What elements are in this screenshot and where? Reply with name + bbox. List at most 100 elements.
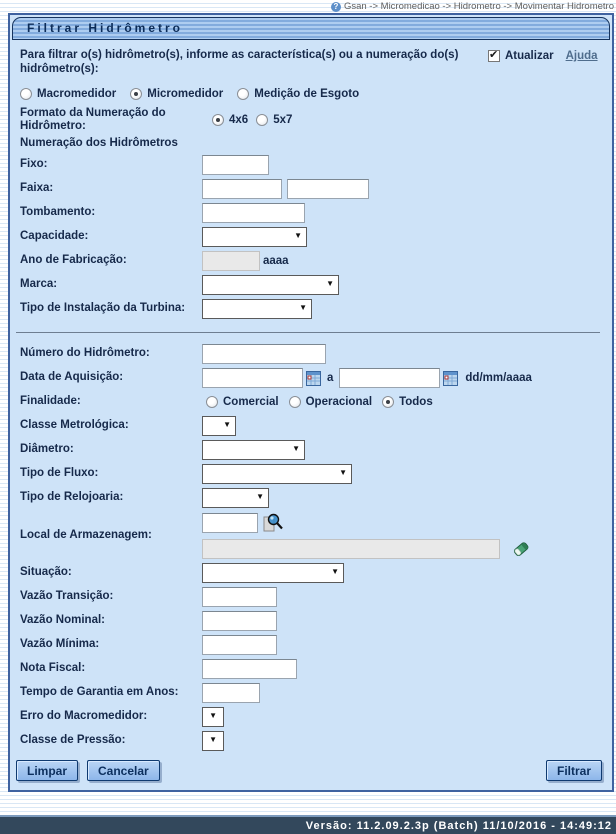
calendar-icon[interactable] xyxy=(443,370,459,386)
faixa-row: Faixa: xyxy=(12,177,606,200)
tipo-fluxo-select[interactable]: ▼ xyxy=(202,463,352,484)
chevron-down-icon: ▼ xyxy=(331,566,339,576)
limpar-button[interactable]: Limpar xyxy=(16,760,79,781)
finalidade-comercial-label: Comercial xyxy=(223,395,279,408)
chevron-down-icon: ▼ xyxy=(326,278,334,288)
situacao-label: Situação: xyxy=(20,566,72,578)
vazao-minima-label: Vazão Mínima: xyxy=(20,638,100,650)
vazao-nominal-row: Vazão Nominal: xyxy=(12,609,606,632)
finalidade-label: Finalidade: xyxy=(20,395,81,407)
vazao-transicao-label: Vazão Transição: xyxy=(20,590,114,602)
marca-select[interactable]: ▼ xyxy=(202,274,339,295)
tipo-relojoaria-label: Tipo de Relojoaria: xyxy=(20,491,124,503)
situacao-select[interactable]: ▼ xyxy=(202,562,344,583)
classe-metrologica-row: Classe Metrológica: ▼ xyxy=(12,414,606,437)
formato-5x7-radio[interactable] xyxy=(256,114,269,126)
data-aquisicao-inicial-input[interactable] xyxy=(202,367,303,388)
tempo-garantia-row: Tempo de Garantia em Anos: xyxy=(12,681,606,704)
faixa-final-input[interactable] xyxy=(287,178,369,199)
vazao-nominal-input[interactable] xyxy=(202,610,277,631)
help-icon[interactable]: ? xyxy=(330,1,341,12)
vazao-minima-input[interactable] xyxy=(202,634,277,655)
finalidade-operacional-radio[interactable] xyxy=(288,395,301,408)
diametro-select[interactable]: ▼ xyxy=(202,439,305,460)
version-text: Versão: 11.2.09.2.3p (Batch) 11/10/2016 … xyxy=(305,819,612,832)
tombamento-label: Tombamento: xyxy=(20,206,96,218)
ano-fabricacao-input xyxy=(202,250,260,271)
formato-5x7-label: 5x7 xyxy=(273,114,293,126)
filtrar-button[interactable]: Filtrar xyxy=(545,760,602,781)
data-aquisicao-between: a xyxy=(327,371,334,384)
data-aquisicao-final-input[interactable] xyxy=(339,367,441,388)
turbina-select[interactable]: ▼ xyxy=(202,298,312,319)
nota-fiscal-label: Nota Fiscal: xyxy=(20,662,86,674)
local-armazenagem-row: Local de Armazenagem: xyxy=(12,510,606,560)
calendar-icon[interactable] xyxy=(306,370,321,386)
version-bar: Versão: 11.2.09.2.3p (Batch) 11/10/2016 … xyxy=(0,815,616,834)
vazao-transicao-row: Vazão Transição: xyxy=(12,585,606,608)
numeracao-heading-row: Numeração dos Hidrômetros xyxy=(12,135,606,152)
page-title: Filtrar Hidrômetro xyxy=(12,17,610,40)
local-armazenagem-descricao xyxy=(202,538,500,559)
numero-hidrometro-row: Número do Hidrômetro: xyxy=(12,342,606,365)
finalidade-operacional-label: Operacional xyxy=(305,395,373,408)
micromedidor-label: Micromedidor xyxy=(147,87,224,100)
finalidade-comercial-radio[interactable] xyxy=(206,395,218,408)
nota-fiscal-input[interactable] xyxy=(202,658,297,679)
turbina-row: Tipo de Instalação da Turbina: ▼ xyxy=(12,297,606,320)
tipo-fluxo-row: Tipo de Fluxo: ▼ xyxy=(12,462,606,485)
diametro-row: Diâmetro: ▼ xyxy=(12,438,606,461)
nota-fiscal-row: Nota Fiscal: xyxy=(12,657,606,680)
erro-macromedidor-select[interactable]: ▼ xyxy=(202,706,224,727)
finalidade-todos-label: Todos xyxy=(399,395,433,408)
numero-hidrometro-input[interactable] xyxy=(202,343,326,364)
formato-row: Formato da Numeração do Hidrômetro: 4x6 … xyxy=(12,106,606,134)
tombamento-row: Tombamento: xyxy=(12,201,606,224)
eraser-icon[interactable] xyxy=(511,539,531,558)
formato-4x6-label: 4x6 xyxy=(229,114,249,126)
fixo-input[interactable] xyxy=(202,154,269,175)
classe-metrologica-select[interactable]: ▼ xyxy=(202,415,236,436)
classe-metrologica-label: Classe Metrológica: xyxy=(20,419,129,431)
numeracao-heading: Numeração dos Hidrômetros xyxy=(20,137,178,149)
data-aquisicao-suffix: dd/mm/aaaa xyxy=(465,371,532,384)
data-aquisicao-row: Data de Aquisição: a dd/mm/aaaa xyxy=(12,366,606,389)
diametro-label: Diâmetro: xyxy=(20,443,74,455)
ano-fabricacao-suffix: aaaa xyxy=(263,254,289,267)
finalidade-todos-radio[interactable] xyxy=(382,395,395,408)
atualizar-label: Atualizar xyxy=(505,50,554,62)
formato-4x6-radio[interactable] xyxy=(212,114,224,126)
meter-type-radios: Macromedidor Micromedidor Medição de Esg… xyxy=(12,82,606,105)
data-aquisicao-label: Data de Aquisição: xyxy=(20,371,124,383)
ajuda-link[interactable]: Ajuda xyxy=(565,50,598,62)
marca-label: Marca: xyxy=(20,278,58,290)
chevron-down-icon: ▼ xyxy=(209,710,217,720)
breadcrumb-text: Gsan -> Micromedicao -> Hidrometro -> Mo… xyxy=(343,1,614,12)
filter-panel: Filtrar Hidrômetro Para filtrar o(s) hid… xyxy=(8,13,614,792)
vazao-transicao-input[interactable] xyxy=(202,586,277,607)
turbina-label: Tipo de Instalação da Turbina: xyxy=(20,302,186,314)
cancelar-button[interactable]: Cancelar xyxy=(87,760,160,781)
macromedidor-radio[interactable] xyxy=(20,87,32,100)
medicao-esgoto-radio[interactable] xyxy=(237,87,250,100)
erro-macromedidor-label: Erro do Macromedidor: xyxy=(20,710,148,722)
tombamento-input[interactable] xyxy=(202,202,305,223)
chevron-down-icon: ▼ xyxy=(256,491,264,501)
erro-macromedidor-row: Erro do Macromedidor: ▼ xyxy=(12,705,606,728)
search-icon[interactable] xyxy=(261,512,285,534)
local-armazenagem-input[interactable] xyxy=(202,512,258,533)
chevron-down-icon: ▼ xyxy=(339,467,347,477)
section-divider xyxy=(16,332,600,333)
fixo-label: Fixo: xyxy=(20,158,48,170)
fixo-row: Fixo: xyxy=(12,153,606,176)
capacidade-select[interactable]: ▼ xyxy=(202,226,307,247)
faixa-inicial-input[interactable] xyxy=(202,178,282,199)
marca-row: Marca: ▼ xyxy=(12,273,606,296)
tempo-garantia-input[interactable] xyxy=(202,682,260,703)
atualizar-checkbox[interactable] xyxy=(488,48,500,62)
chevron-down-icon: ▼ xyxy=(292,443,300,453)
classe-pressao-select[interactable]: ▼ xyxy=(202,730,224,751)
micromedidor-radio[interactable] xyxy=(130,87,143,100)
tipo-relojoaria-select[interactable]: ▼ xyxy=(202,487,269,508)
intro-row: Para filtrar o(s) hidrômetro(s), informe… xyxy=(12,48,606,76)
